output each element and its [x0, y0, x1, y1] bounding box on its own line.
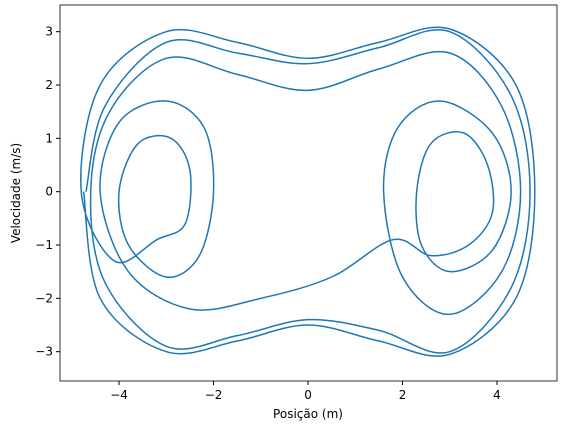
y-tick-label: 3: [45, 25, 53, 39]
x-tick-label: 2: [399, 388, 407, 402]
trajectory: [80, 26, 536, 357]
y-tick-label: −1: [35, 238, 53, 252]
y-tick-label: 0: [45, 185, 53, 199]
y-axis-label: Velocidade (m/s): [9, 143, 23, 243]
y-tick-label: 1: [45, 131, 53, 145]
x-axis-label: Posição (m): [273, 407, 343, 421]
x-tick-label: −4: [110, 388, 128, 402]
y-tick-label: 2: [45, 78, 53, 92]
y-tick-label: −2: [35, 291, 53, 305]
x-tick-label: 0: [304, 388, 312, 402]
x-tick-label: −2: [205, 388, 223, 402]
x-tick-label: 4: [493, 388, 501, 402]
y-tick-label: −3: [35, 345, 53, 359]
